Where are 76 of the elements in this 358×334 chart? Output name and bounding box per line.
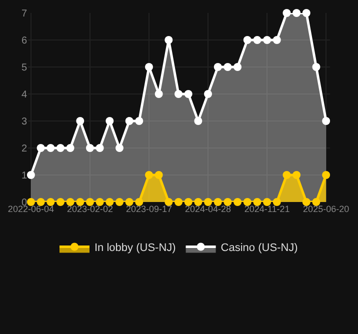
point	[292, 171, 301, 179]
point	[86, 144, 94, 152]
point	[234, 63, 242, 71]
point	[322, 117, 330, 125]
point	[26, 171, 35, 179]
x-tick-label: 2023-02-02	[66, 204, 113, 214]
point	[282, 171, 291, 179]
point	[154, 171, 163, 179]
y-tick-label: 7	[21, 8, 28, 20]
point	[184, 198, 192, 206]
point	[46, 198, 55, 206]
point	[302, 198, 310, 206]
point	[76, 198, 84, 206]
point	[214, 198, 222, 206]
x-tick-label: 2022-06-04	[8, 204, 54, 214]
point	[56, 144, 64, 152]
legend-label: Casino (US-NJ)	[220, 242, 298, 254]
point	[86, 198, 94, 206]
point	[145, 63, 153, 71]
point	[204, 90, 212, 98]
point	[214, 63, 222, 71]
point	[135, 198, 144, 206]
point	[194, 117, 202, 125]
point	[115, 198, 124, 206]
y-tick-label: 1	[21, 170, 28, 182]
point	[263, 198, 272, 206]
y-tick-label: 6	[21, 36, 28, 46]
y-tick-label: 3	[21, 116, 28, 128]
point	[106, 198, 114, 206]
y-tick-label: 2	[21, 144, 28, 154]
legend-label: In lobby (US-NJ)	[94, 242, 176, 254]
point	[125, 117, 134, 125]
point	[36, 198, 45, 206]
point	[66, 144, 74, 152]
point	[253, 198, 262, 206]
x-tick-label: 2024-04-28	[184, 204, 232, 214]
point	[184, 90, 192, 98]
point	[243, 198, 252, 206]
point	[164, 198, 173, 206]
point	[312, 198, 320, 206]
x-tick-label: 2024-11-21	[244, 204, 290, 214]
point	[96, 144, 104, 152]
point	[96, 198, 104, 206]
point	[302, 9, 310, 17]
point	[224, 63, 232, 71]
y-tick-label: 5	[21, 62, 28, 74]
point	[145, 171, 153, 179]
point	[272, 198, 281, 206]
x-tick-label: 2023-09-17	[126, 204, 172, 214]
point	[174, 90, 183, 98]
point	[56, 198, 64, 206]
point	[194, 198, 202, 206]
point	[164, 36, 173, 44]
x-tick-label: 2025-06-20	[303, 204, 350, 214]
point	[76, 117, 84, 125]
point	[322, 171, 330, 179]
point	[243, 36, 252, 44]
point	[282, 9, 291, 17]
point	[125, 198, 134, 206]
point	[253, 36, 262, 44]
point	[36, 144, 45, 152]
y-tick-label: 4	[21, 90, 28, 100]
point	[292, 9, 301, 17]
point	[312, 63, 320, 71]
point	[263, 36, 272, 44]
point	[115, 144, 124, 152]
point	[135, 117, 144, 125]
point	[234, 198, 242, 206]
point	[66, 198, 74, 206]
point	[224, 198, 232, 206]
point	[204, 198, 212, 206]
point	[154, 90, 163, 98]
point	[106, 117, 114, 125]
point	[46, 144, 55, 152]
point	[272, 36, 281, 44]
point	[174, 198, 183, 206]
